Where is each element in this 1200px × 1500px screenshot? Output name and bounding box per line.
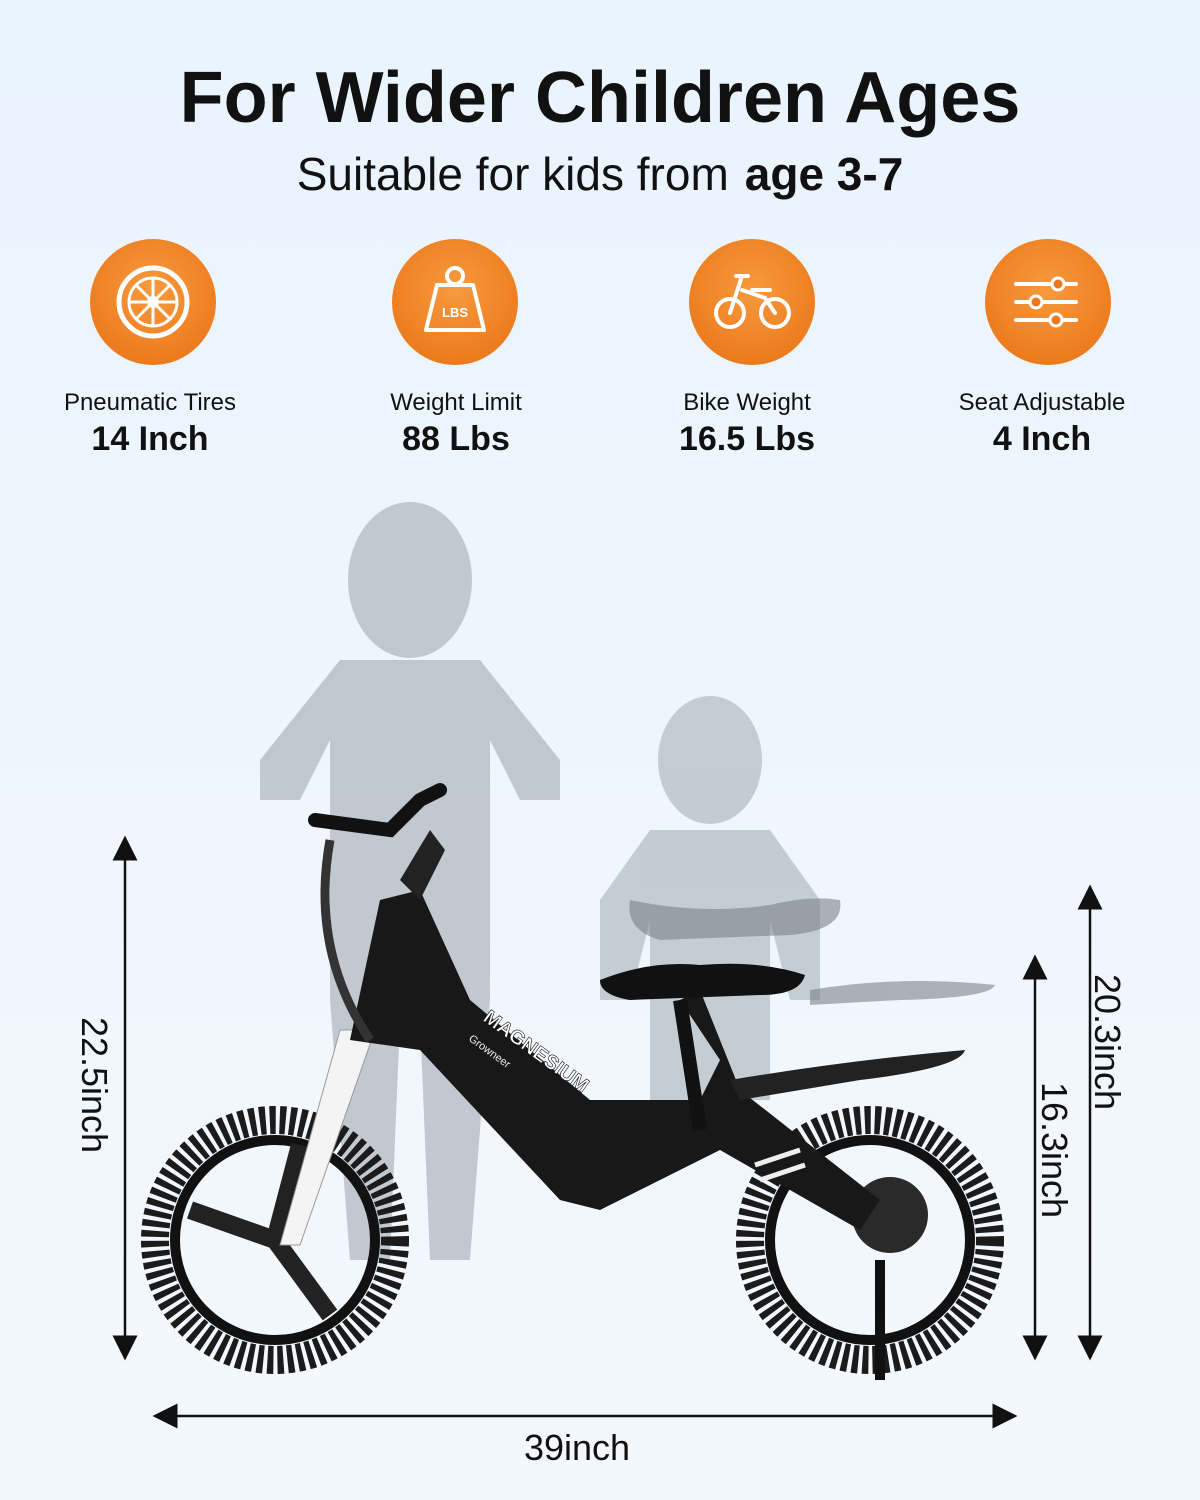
feature-value: 88 Lbs	[402, 420, 510, 458]
icon-weight: LBS	[392, 239, 518, 365]
feature-value: 4 Inch	[993, 420, 1091, 458]
feature-label: Weight Limit	[390, 389, 522, 416]
feature-value: 16.5 Lbs	[679, 420, 815, 458]
dimension-label: 20.3inch	[1087, 974, 1128, 1110]
dimension-label: 39inch	[524, 1427, 630, 1468]
subtitle: Suitable for kids from age 3-7	[297, 148, 904, 200]
seat-raised	[629, 898, 995, 1005]
title: For Wider Children Ages	[180, 58, 1021, 138]
subtitle-text: Suitable for kids from	[297, 148, 729, 200]
icon-label: LBS	[442, 305, 468, 320]
icon-adjust	[985, 239, 1111, 365]
dimension-arrows	[112, 835, 1103, 1429]
subtitle-emphasis: age 3-7	[745, 148, 904, 200]
feature-label: Bike Weight	[683, 389, 811, 416]
features: Pneumatic Tires 14 Inch Weight Limit 88 …	[64, 389, 1125, 458]
feature-label: Seat Adjustable	[959, 389, 1126, 416]
dimension-label: 16.3inch	[1034, 1082, 1075, 1218]
icon-tire	[90, 239, 216, 365]
bike: MAGNESIUM Growneer	[141, 783, 1004, 1380]
icon-bike	[689, 239, 815, 365]
dimension-label: 22.5inch	[74, 1017, 115, 1153]
feature-label: Pneumatic Tires	[64, 389, 236, 416]
feature-value: 14 Inch	[91, 420, 208, 458]
